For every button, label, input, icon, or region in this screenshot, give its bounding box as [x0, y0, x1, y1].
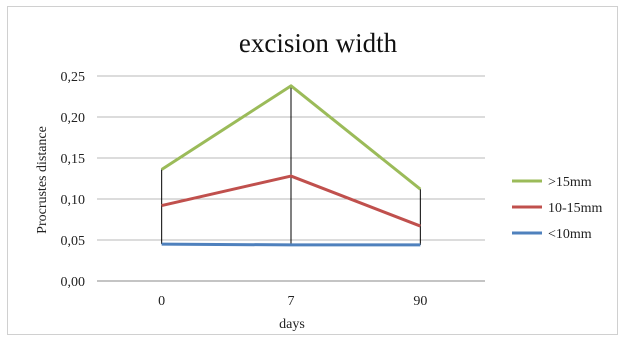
x-axis-label: days — [279, 317, 305, 332]
legend-label: <10mm — [548, 227, 592, 242]
y-tick-label: 0,20 — [61, 111, 86, 126]
series-line — [161, 242, 421, 247]
series-lines — [160, 84, 422, 247]
y-tick-label: 0,00 — [61, 275, 86, 290]
x-tick-label: 0 — [158, 294, 165, 309]
x-tick-label: 7 — [288, 294, 295, 309]
y-axis-label: Procrustes distance — [35, 126, 50, 234]
legend-label: 10-15mm — [548, 201, 603, 216]
x-tick-labels: 0 7 90 — [158, 294, 427, 309]
chart-title: excision width — [239, 28, 398, 58]
legend-label: >15mm — [548, 175, 592, 190]
drop-lines — [161, 85, 421, 245]
series-line — [160, 84, 422, 191]
series-line — [161, 174, 421, 228]
legend: >15mm 10-15mm <10mm — [512, 175, 603, 242]
y-tick-label: 0,15 — [61, 152, 86, 167]
chart-frame — [7, 6, 618, 335]
y-tick-label: 0,05 — [61, 234, 86, 249]
x-tick-label: 90 — [413, 294, 427, 309]
y-tick-labels: 0,00 0,05 0,10 0,15 0,20 0,25 — [61, 70, 86, 290]
y-tick-label: 0,10 — [61, 193, 86, 208]
y-tick-label: 0,25 — [61, 70, 86, 85]
